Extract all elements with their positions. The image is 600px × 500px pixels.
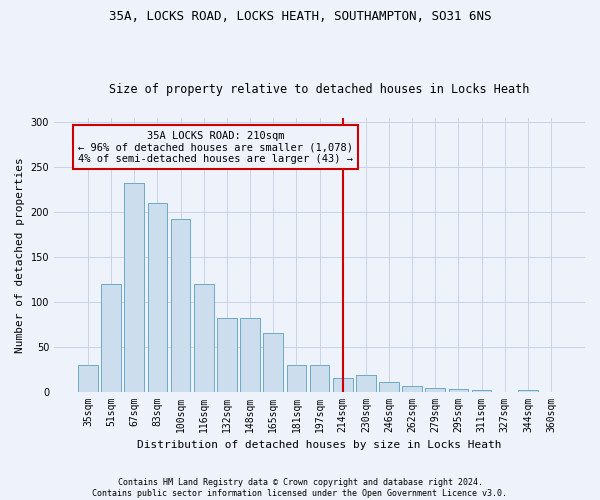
- Bar: [194, 284, 214, 392]
- Bar: [171, 220, 190, 392]
- Bar: [263, 334, 283, 392]
- Bar: [217, 318, 237, 392]
- Bar: [124, 184, 144, 392]
- Bar: [333, 378, 353, 392]
- Text: 35A LOCKS ROAD: 210sqm
← 96% of detached houses are smaller (1,078)
4% of semi-d: 35A LOCKS ROAD: 210sqm ← 96% of detached…: [78, 130, 353, 164]
- Bar: [518, 390, 538, 392]
- Text: Contains HM Land Registry data © Crown copyright and database right 2024.
Contai: Contains HM Land Registry data © Crown c…: [92, 478, 508, 498]
- Title: Size of property relative to detached houses in Locks Heath: Size of property relative to detached ho…: [109, 83, 530, 96]
- Bar: [402, 386, 422, 392]
- Bar: [425, 388, 445, 392]
- Y-axis label: Number of detached properties: Number of detached properties: [15, 157, 25, 352]
- Bar: [472, 390, 491, 392]
- Bar: [78, 364, 98, 392]
- Bar: [148, 203, 167, 392]
- Bar: [240, 318, 260, 392]
- Bar: [310, 364, 329, 392]
- Bar: [356, 376, 376, 392]
- X-axis label: Distribution of detached houses by size in Locks Heath: Distribution of detached houses by size …: [137, 440, 502, 450]
- Bar: [101, 284, 121, 392]
- Bar: [449, 389, 468, 392]
- Bar: [287, 364, 306, 392]
- Bar: [379, 382, 399, 392]
- Text: 35A, LOCKS ROAD, LOCKS HEATH, SOUTHAMPTON, SO31 6NS: 35A, LOCKS ROAD, LOCKS HEATH, SOUTHAMPTO…: [109, 10, 491, 23]
